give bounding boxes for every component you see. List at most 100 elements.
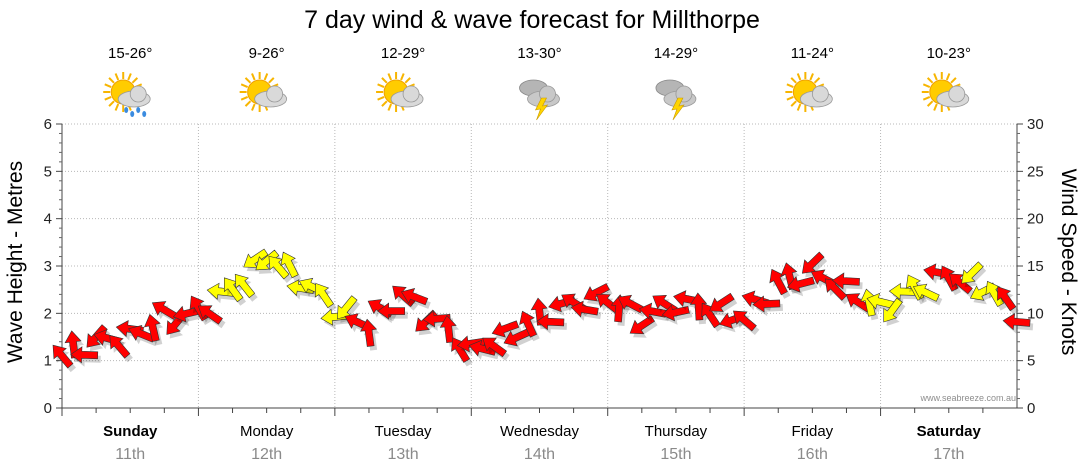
wind-arrow (701, 302, 721, 329)
temperature-label: 12-29° (381, 45, 425, 62)
wind-arrow (733, 310, 757, 332)
sun-ray (945, 73, 951, 81)
date-label: 13th (388, 446, 419, 463)
y-axis-right-title: Wind Speed - Knots (1057, 169, 1080, 356)
wind-arrow (151, 301, 178, 320)
y-tick-label-left: 2 (44, 305, 52, 322)
wind-arrow (314, 282, 335, 309)
sun-ray (244, 77, 252, 84)
y-tick-label-right: 0 (1027, 400, 1035, 417)
sun-ray (926, 77, 934, 84)
wind-arrow (70, 346, 99, 364)
wind-arrow (456, 335, 486, 353)
temperature-label: 11-24° (791, 45, 834, 62)
wind-arrow (482, 337, 508, 358)
sun-ray (244, 100, 252, 107)
sun-ray (268, 77, 275, 84)
wind-arrow (769, 268, 788, 296)
day-label: Friday (792, 423, 834, 440)
wind-arrow (491, 320, 520, 338)
sun-ray (104, 83, 112, 88)
wind-arrow (451, 337, 471, 363)
day-label: Wednesday (500, 423, 579, 440)
storm-cloud-icon (655, 79, 697, 121)
wind-arrow (801, 251, 825, 274)
sun-ray (381, 77, 388, 84)
y-tick-label-left: 3 (44, 258, 52, 275)
sun-ray (108, 77, 115, 84)
wind-arrow (831, 272, 860, 290)
sun-ray (387, 103, 393, 111)
cloud-puff (811, 85, 829, 103)
sun-ray (251, 103, 256, 111)
sun-ray (263, 73, 269, 81)
wind-arrow (268, 255, 290, 280)
y-tick-label-right: 20 (1027, 211, 1044, 228)
wind-arrow (985, 280, 1005, 308)
sun-ray (377, 96, 385, 101)
temperature-label: 14-29° (654, 45, 698, 62)
wind-arrow (912, 283, 940, 302)
y-tick-label-left: 1 (44, 353, 52, 370)
wind-arrow (234, 273, 256, 299)
rain-drop (136, 107, 141, 113)
sun-ray (400, 73, 405, 81)
wind-arrow (337, 295, 358, 320)
y-tick-label-left: 6 (44, 116, 52, 133)
sun-ray (950, 77, 957, 84)
sun-ray (131, 77, 139, 84)
day-label: Sunday (103, 423, 158, 440)
sun-ray (786, 83, 794, 88)
sun-ray (790, 77, 797, 84)
wind-arrow (255, 249, 280, 271)
sun-ray (377, 83, 385, 88)
sun-ray (404, 77, 411, 84)
wind-arrow (143, 313, 161, 342)
y-tick-label-left: 0 (44, 400, 52, 417)
sun-ray (813, 77, 821, 84)
sun-ray (796, 103, 802, 111)
watermark: www.seabreeze.com.au (919, 393, 1016, 403)
sun-cloud-icon (239, 72, 288, 112)
sun-ray (381, 100, 388, 107)
lightning-bolt (671, 97, 685, 121)
y-tick-label-left: 4 (44, 211, 52, 228)
temperature-label: 15-26° (108, 45, 152, 62)
date-label: 14th (524, 446, 555, 463)
sun-cloud-icon (785, 72, 833, 112)
date-label: 11th (115, 446, 145, 463)
y-tick-label-right: 30 (1027, 116, 1044, 133)
wind-arrow (709, 292, 735, 312)
sun-ray (786, 96, 794, 101)
wind-arrow (583, 283, 610, 302)
y-tick-label-right: 5 (1027, 353, 1035, 370)
sun-ray (809, 73, 814, 81)
sun-ray (104, 96, 112, 101)
wind-arrow (197, 305, 223, 325)
sun-ray (387, 73, 393, 81)
wind-arrow (377, 302, 406, 320)
cloud-puff (266, 85, 284, 103)
wind-arrow (997, 286, 1017, 312)
wind-arrow (786, 276, 815, 293)
wind-arrow (866, 292, 895, 310)
wind-arrow (519, 310, 538, 338)
storm-cloud-icon (519, 79, 560, 121)
wind-arrow (860, 288, 878, 317)
wind-arrow (638, 302, 667, 320)
cloud-puff (402, 85, 420, 103)
wind-arrow (400, 287, 429, 306)
sun-ray (251, 73, 256, 81)
sun-ray (114, 73, 120, 81)
wind-arrow (280, 251, 299, 279)
lightning-bolt (534, 97, 549, 121)
day-label: Thursday (645, 423, 708, 440)
sun-ray (114, 103, 120, 111)
sun-cloud-icon (921, 72, 970, 112)
date-label: 16th (797, 446, 828, 463)
wind-arrow (961, 261, 984, 284)
chart-title: 7 day wind & wave forecast for Millthorp… (304, 6, 760, 34)
sun-cloud-icon (376, 72, 424, 112)
cloud-puff (129, 85, 147, 103)
temperature-label: 9-26° (249, 45, 285, 62)
